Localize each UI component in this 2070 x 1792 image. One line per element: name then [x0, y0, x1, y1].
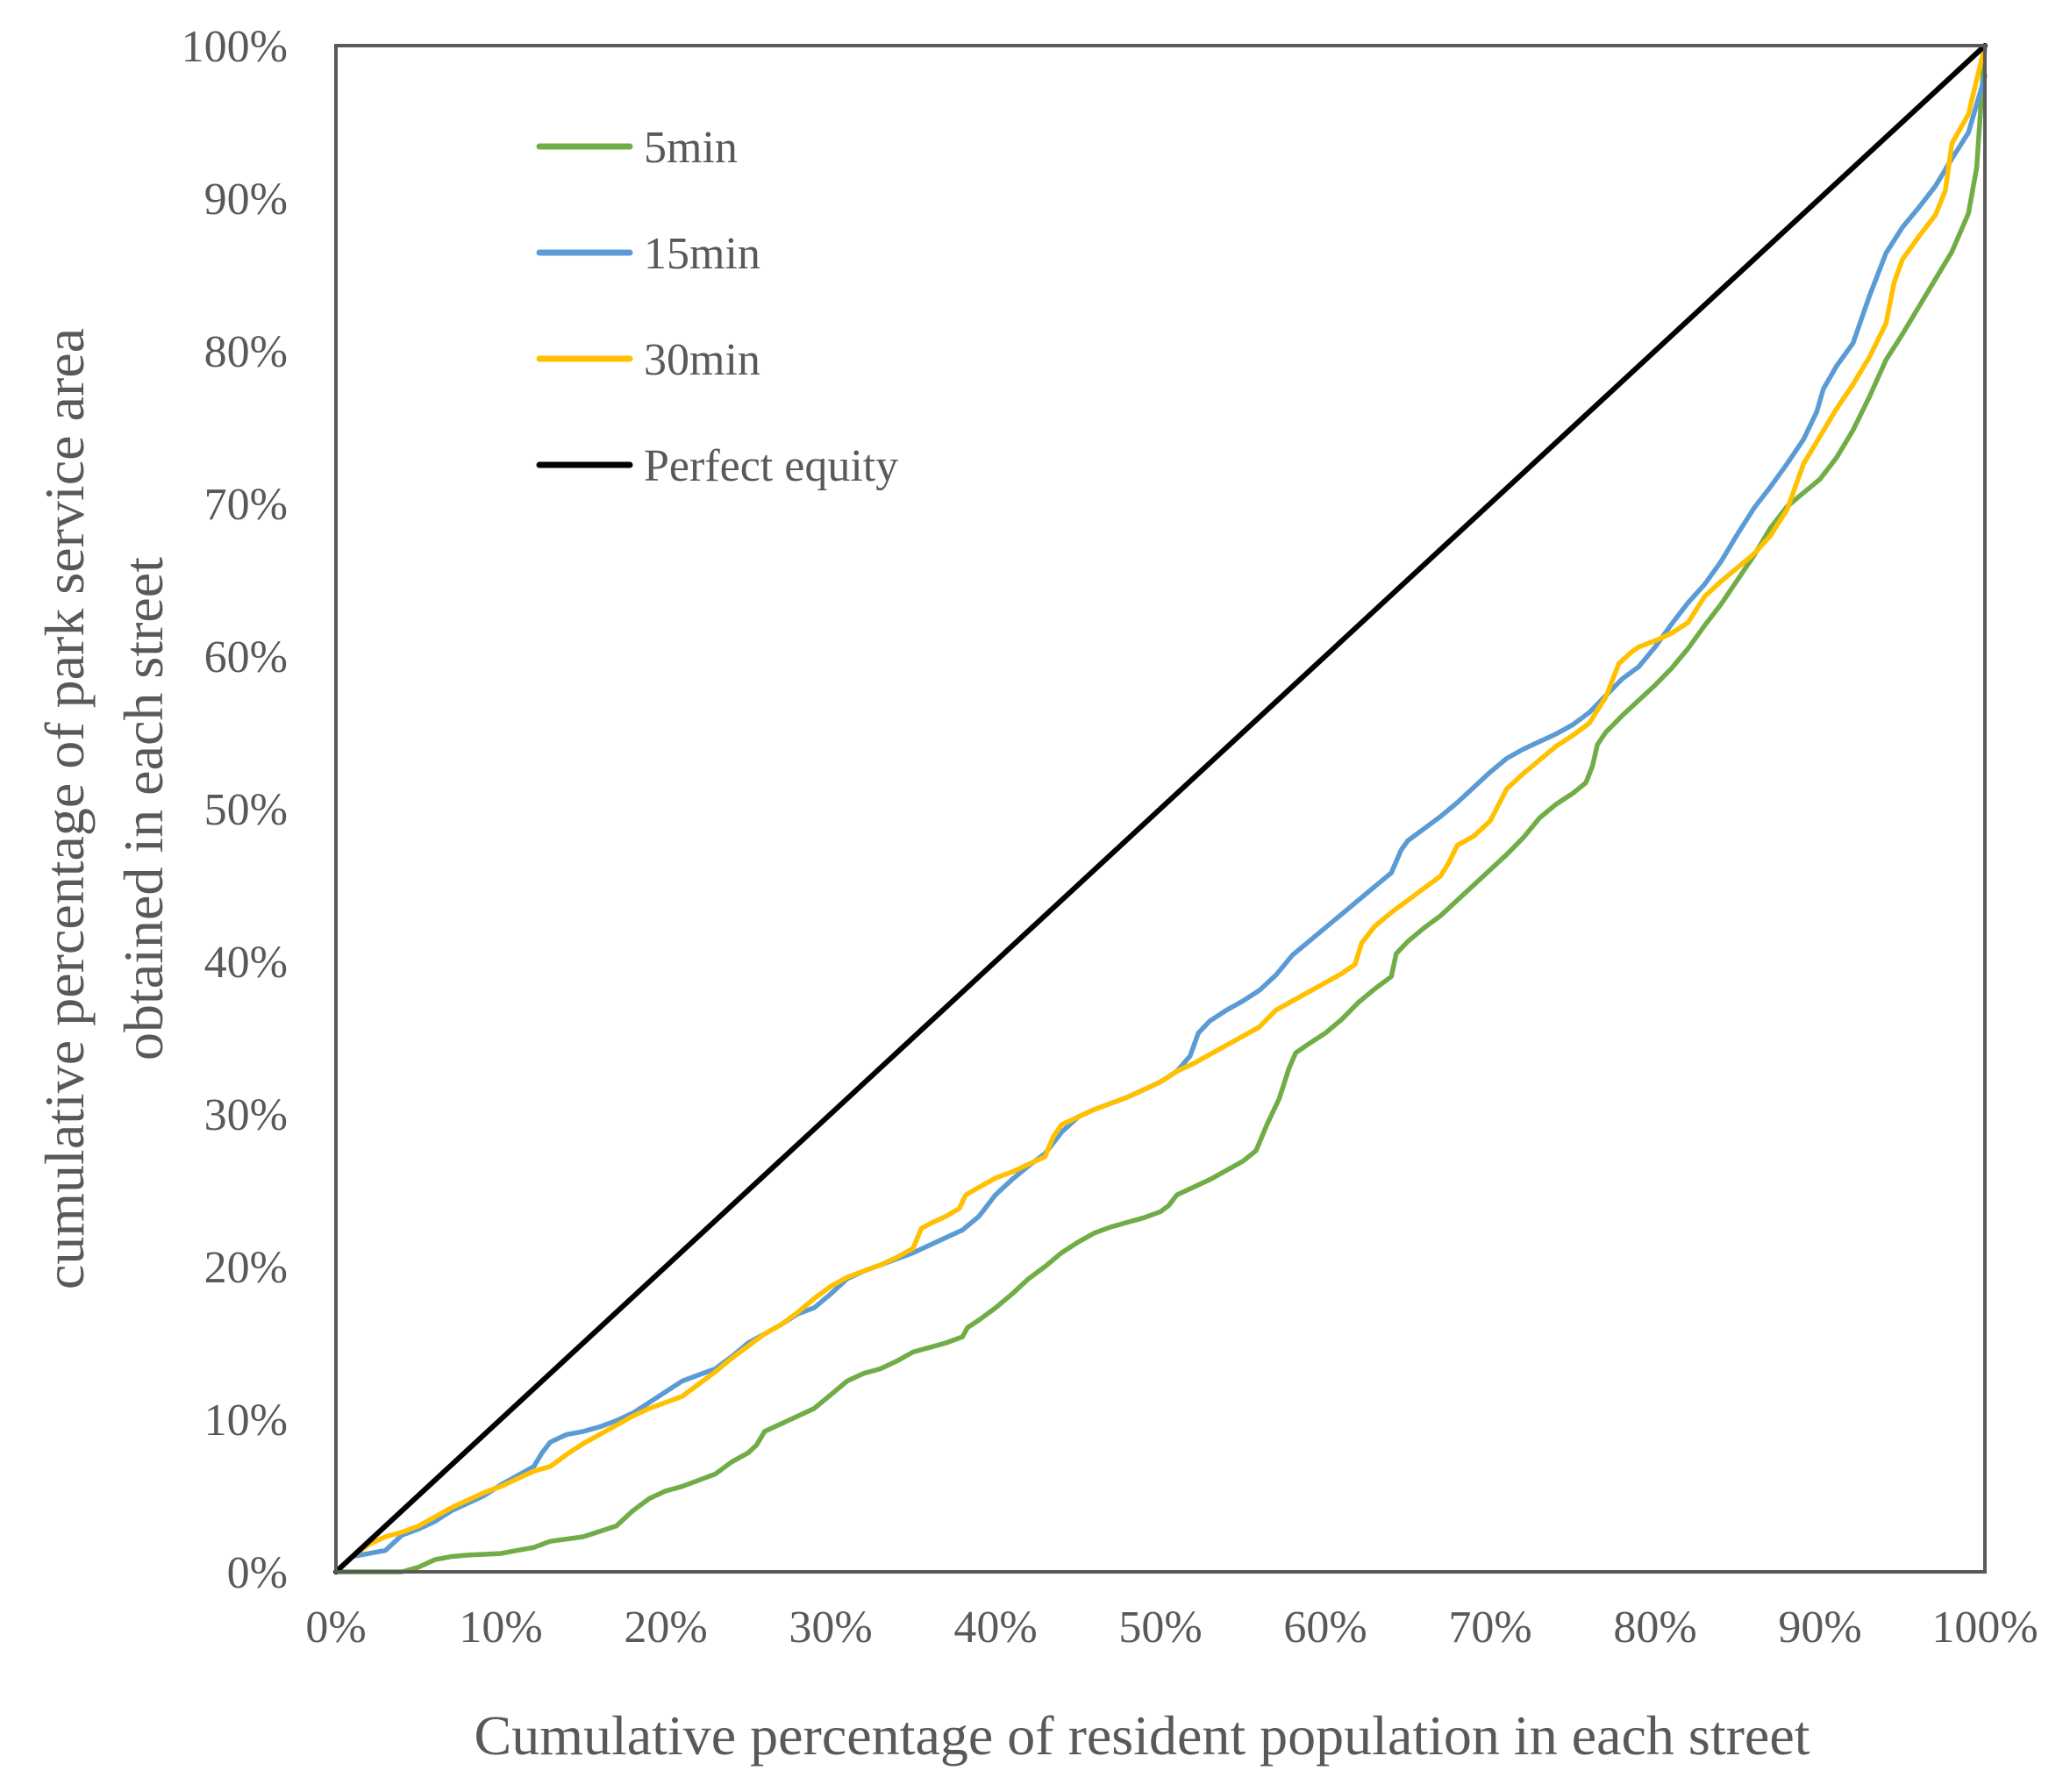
x-tick-label: 90%: [1778, 1603, 1861, 1653]
series-line-5min: [333, 43, 1988, 1574]
x-tick-label: 50%: [1118, 1603, 1202, 1653]
legend-label: 15min: [644, 229, 760, 279]
y-tick-label: 10%: [204, 1396, 288, 1446]
x-tick-label: 30%: [789, 1603, 872, 1653]
x-tick-label: 0%: [305, 1603, 366, 1653]
y-tick-label: 80%: [204, 327, 288, 377]
y-tick-label: 70%: [204, 480, 288, 530]
x-tick-label: 60%: [1283, 1603, 1367, 1653]
x-tick-label: 40%: [953, 1603, 1037, 1653]
y-tick-label: 90%: [204, 175, 288, 225]
x-tick-label: 20%: [624, 1603, 707, 1653]
legend-label: 30min: [644, 335, 760, 385]
y-tick-label: 100%: [182, 22, 288, 72]
x-tick-label: 10%: [459, 1603, 542, 1653]
legend-label: 5min: [644, 123, 738, 173]
y-tick-label: 40%: [204, 938, 288, 988]
y-axis-title-line-2: obtained in each street: [112, 557, 175, 1060]
y-tick-label: 60%: [204, 632, 288, 682]
y-tick-label: 20%: [204, 1243, 288, 1293]
y-axis-title-line-1: cumulative percentage of park service ar…: [33, 328, 96, 1289]
series-layer: [333, 43, 1988, 1574]
x-tick-labels: 0% 10% 20% 30% 40% 50% 60% 70% 80% 90% 100%: [305, 1603, 2038, 1653]
x-tick-label: 80%: [1613, 1603, 1696, 1653]
y-tick-label: 0%: [227, 1548, 288, 1598]
series-line-30min: [333, 43, 1988, 1574]
legend-label: Perfect equity: [644, 441, 898, 491]
y-tick-label: 30%: [204, 1090, 288, 1140]
x-axis-title: Cumulative percentage of resident popula…: [475, 1704, 1810, 1767]
legend: 5min 15min 30min Perfect equity: [536, 123, 898, 491]
series-line-perfect-equity: [333, 43, 1988, 1574]
y-tick-label: 50%: [204, 785, 288, 835]
y-tick-labels: 0% 10% 20% 30% 40% 50% 60% 70% 80% 90% 100%: [182, 22, 288, 1598]
plot-frame: [334, 44, 1987, 1574]
x-tick-label: 70%: [1448, 1603, 1531, 1653]
x-tick-label: 100%: [1931, 1603, 2038, 1653]
